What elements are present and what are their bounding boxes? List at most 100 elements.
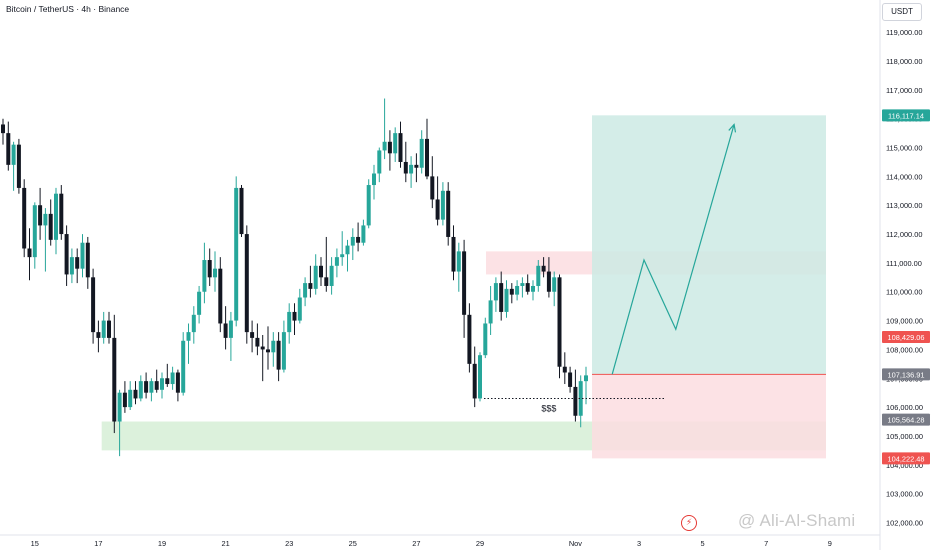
candle-body[interactable] — [509, 288, 514, 295]
candle-body[interactable] — [138, 381, 143, 399]
currency-badge[interactable]: USDT — [882, 3, 922, 21]
candle-body[interactable] — [552, 277, 557, 292]
candle-body[interactable] — [557, 277, 562, 367]
candle-body[interactable] — [48, 213, 53, 240]
candle-body[interactable] — [419, 138, 424, 168]
candle-body[interactable] — [520, 283, 525, 286]
candle-body[interactable] — [223, 323, 228, 338]
candle-body[interactable] — [144, 381, 149, 393]
candle-body[interactable] — [425, 138, 429, 177]
projection-path[interactable] — [611, 124, 735, 375]
candle-body[interactable] — [207, 260, 212, 278]
candle-body[interactable] — [22, 187, 27, 249]
candle-body[interactable] — [149, 381, 154, 393]
candle-body[interactable] — [329, 265, 334, 286]
candle-body[interactable] — [27, 248, 32, 258]
candle-body[interactable] — [324, 277, 329, 286]
candle-body[interactable] — [361, 225, 366, 243]
candle-body[interactable] — [467, 314, 472, 364]
candle-body[interactable] — [456, 251, 461, 272]
candle-body[interactable] — [6, 133, 11, 165]
candle-body[interactable] — [462, 251, 467, 315]
candle-body[interactable] — [96, 332, 101, 338]
candle-body[interactable] — [43, 213, 48, 226]
candle-body[interactable] — [112, 337, 117, 422]
candle-body[interactable] — [287, 311, 292, 333]
candle-body[interactable] — [1, 124, 5, 134]
candle-body[interactable] — [154, 381, 159, 390]
candle-body[interactable] — [160, 378, 164, 390]
candle-body[interactable] — [191, 314, 196, 333]
candle-body[interactable] — [430, 176, 435, 200]
candle-body[interactable] — [319, 265, 323, 278]
candle-body[interactable] — [297, 297, 302, 321]
candle-body[interactable] — [372, 173, 376, 186]
stop-loss-zone[interactable] — [592, 374, 826, 459]
candle-body[interactable] — [584, 375, 588, 382]
candle-body[interactable] — [117, 392, 122, 422]
candle-body[interactable] — [303, 283, 308, 298]
candle-body[interactable] — [546, 271, 551, 292]
candle-body[interactable] — [573, 386, 578, 416]
candle-body[interactable] — [525, 283, 530, 292]
candle-body[interactable] — [536, 265, 541, 286]
candle-body[interactable] — [16, 144, 21, 188]
candle-body[interactable] — [170, 372, 175, 385]
candle-body[interactable] — [271, 340, 276, 353]
candle-body[interactable] — [472, 363, 477, 399]
candle-body[interactable] — [504, 288, 509, 312]
candle-body[interactable] — [260, 346, 265, 350]
candle-body[interactable] — [334, 257, 339, 266]
candle-body[interactable] — [398, 133, 403, 162]
candle-body[interactable] — [213, 268, 217, 278]
candle-body[interactable] — [32, 205, 37, 258]
candle-body[interactable] — [350, 236, 355, 246]
candle-body[interactable] — [250, 332, 255, 338]
candle-body[interactable] — [244, 234, 249, 333]
candle-body[interactable] — [175, 372, 180, 393]
candle-body[interactable] — [101, 320, 106, 338]
candle-body[interactable] — [483, 323, 488, 356]
candle-body[interactable] — [228, 320, 233, 338]
candle-body[interactable] — [75, 257, 80, 269]
candle-body[interactable] — [578, 381, 583, 416]
candle-body[interactable] — [435, 199, 440, 220]
candle-body[interactable] — [562, 366, 567, 373]
candle-body[interactable] — [313, 265, 318, 289]
candle-body[interactable] — [181, 340, 186, 393]
candle-body[interactable] — [186, 332, 191, 341]
candle-body[interactable] — [276, 340, 281, 370]
candle-body[interactable] — [38, 205, 43, 226]
candle-body[interactable] — [531, 285, 535, 292]
candle-body[interactable] — [451, 236, 456, 272]
candle-body[interactable] — [366, 185, 371, 226]
candle-body[interactable] — [478, 355, 482, 399]
candle-body[interactable] — [59, 193, 64, 235]
candle-body[interactable] — [64, 234, 69, 275]
candle-body[interactable] — [308, 283, 313, 289]
candle-body[interactable] — [197, 291, 202, 315]
candle-body[interactable] — [356, 236, 361, 243]
candle-body[interactable] — [393, 133, 398, 154]
target-zone[interactable] — [592, 115, 826, 375]
candle-body[interactable] — [281, 332, 286, 370]
candle-body[interactable] — [69, 257, 74, 275]
candle-body[interactable] — [345, 245, 350, 255]
candle-body[interactable] — [414, 164, 419, 168]
candle-body[interactable] — [387, 141, 392, 154]
candle-body[interactable] — [80, 242, 85, 269]
candle-body[interactable] — [85, 242, 90, 278]
candle-body[interactable] — [266, 349, 270, 353]
candle-body[interactable] — [218, 268, 223, 324]
candle-body[interactable] — [446, 190, 451, 237]
candle-body[interactable] — [292, 311, 297, 321]
candle-body[interactable] — [377, 150, 382, 174]
candle-body[interactable] — [499, 283, 504, 312]
candle-body[interactable] — [340, 254, 345, 258]
candle-body[interactable] — [568, 372, 573, 387]
candle-body[interactable] — [234, 187, 239, 321]
candle-body[interactable] — [54, 193, 58, 240]
candle-body[interactable] — [165, 378, 170, 385]
candle-body[interactable] — [382, 141, 387, 151]
